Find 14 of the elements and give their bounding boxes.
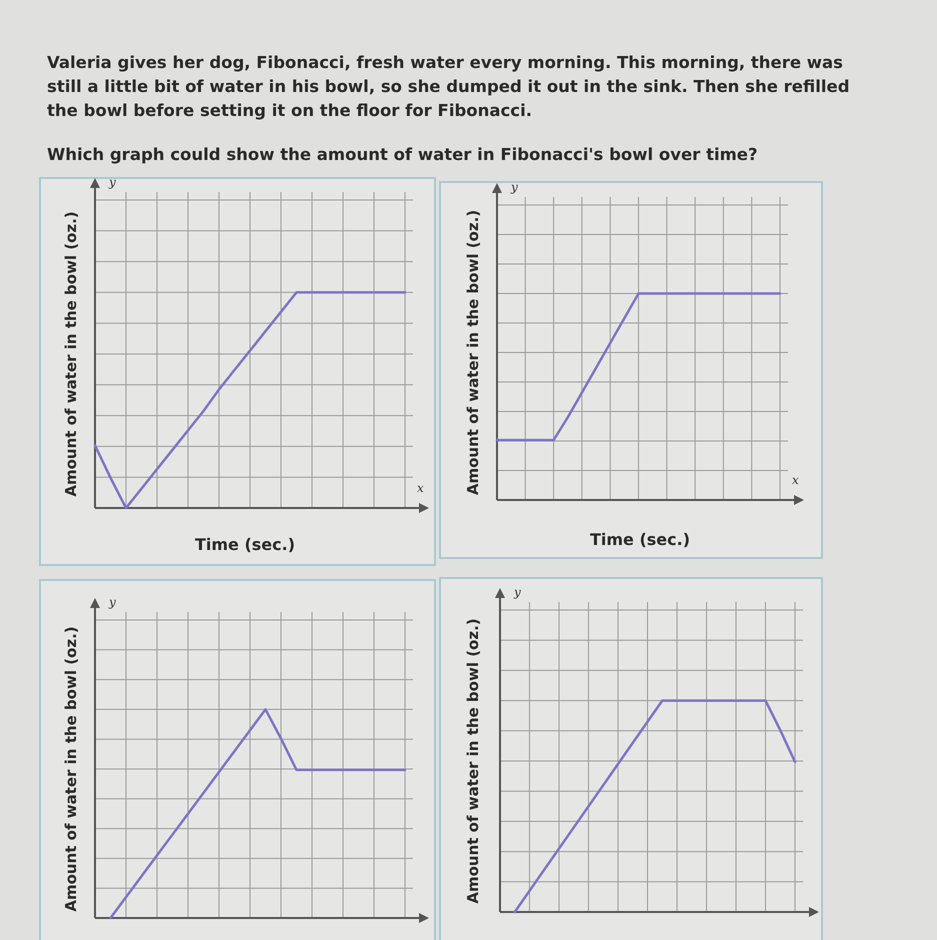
text: y [513, 585, 521, 599]
text: y [510, 180, 518, 194]
x-axis-title: Time (sec.) [194, 535, 296, 554]
y-axis-title: Amount of water in the bowl (oz.) [464, 618, 482, 904]
text: x [417, 481, 424, 495]
chart-subtitle: Which graph could show the amount of water in Fibonacci's bowl over time? [47, 145, 758, 164]
text: Valeria gives her dog, Fibonacci, fresh water every morning. This morning, there was still a little bit of water in his bowl, so she dumped it out in the sink. Then she refilled the bowl before setting it on the floor for Fibonacci. [47, 53, 850, 120]
y-axis-title: Amount of water in the bowl (oz.) [464, 210, 482, 496]
y-axis-title: Amount of water in the bowl (oz.) [62, 626, 80, 912]
x-axis-title: Time (sec.) [590, 530, 690, 549]
text: x [792, 473, 799, 487]
text: y [108, 595, 116, 609]
y-axis-title: Amount of water in the bowl (oz.) [62, 211, 80, 497]
text: y [108, 175, 116, 189]
